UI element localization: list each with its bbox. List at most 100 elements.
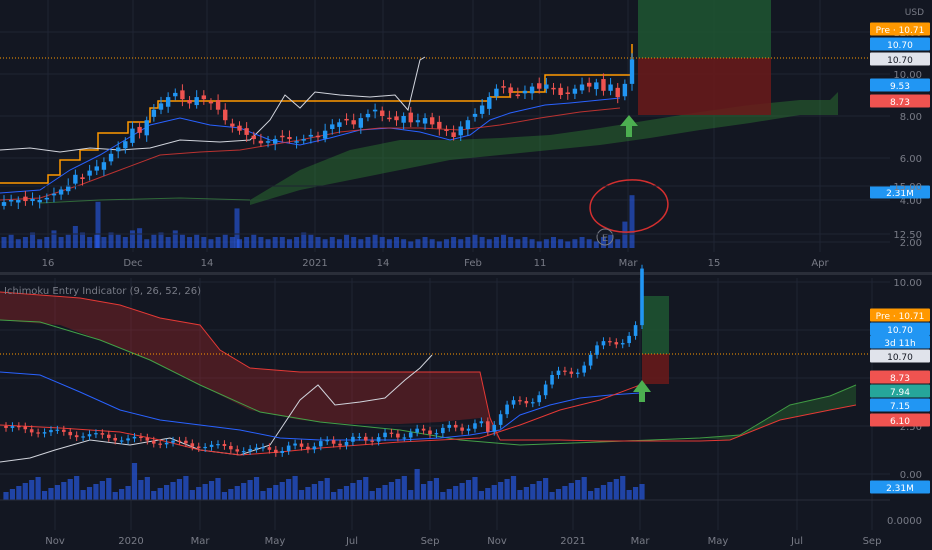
volume-bar	[568, 483, 574, 500]
volume-bar	[581, 477, 587, 500]
white-line	[0, 56, 426, 153]
volume-bar	[350, 483, 356, 500]
candle	[556, 370, 561, 375]
price-tag	[870, 413, 930, 427]
volume-bar	[451, 237, 457, 248]
candle	[444, 129, 449, 131]
volume-bar	[608, 234, 614, 248]
volume-bar	[446, 489, 452, 500]
candle	[274, 449, 278, 453]
candle	[447, 424, 452, 428]
volume-bar	[322, 239, 328, 248]
candle	[100, 433, 105, 435]
date-tick: Dec	[123, 258, 142, 269]
volume-bar	[626, 490, 632, 500]
candle	[10, 426, 15, 428]
volume-bar	[176, 479, 183, 500]
candle	[51, 193, 57, 196]
volume-bar	[8, 234, 14, 248]
volume-bar	[29, 480, 35, 500]
price-tag-label: 8.73	[890, 374, 910, 384]
candle	[151, 109, 157, 117]
cloud-area	[250, 92, 838, 205]
volume-tick: 0.0000	[887, 516, 922, 527]
candle	[422, 118, 428, 124]
panel-separator[interactable]	[0, 272, 932, 275]
volume-bar	[401, 476, 407, 500]
candle	[209, 444, 214, 447]
candle	[492, 424, 497, 432]
volume-bar	[112, 492, 118, 500]
candle	[215, 100, 221, 110]
orange-line	[0, 44, 633, 184]
volume-bar	[376, 488, 382, 500]
candle	[472, 113, 478, 117]
date-tick: Nov	[45, 536, 65, 547]
price-tick: 8.00	[900, 112, 922, 123]
candle	[387, 117, 392, 120]
candle	[87, 170, 92, 176]
top-candles	[1, 53, 635, 210]
volume-bar	[67, 479, 73, 500]
candle	[113, 437, 118, 441]
candle	[558, 87, 563, 95]
volume-bar	[244, 237, 250, 248]
candle	[171, 440, 175, 443]
candle	[180, 90, 185, 100]
volume-bar	[298, 490, 305, 500]
volume-bar	[543, 478, 549, 500]
top-date-axis[interactable]: 16 Dec 14 2021 14 Feb 11 Mar 15 Apr	[42, 258, 830, 269]
candle	[164, 442, 169, 445]
candle	[421, 428, 426, 431]
volume-bar	[151, 234, 157, 248]
price-tick: 6.00	[900, 154, 922, 165]
candle	[537, 83, 542, 89]
indicator-title[interactable]: Ichimoku Entry Indicator (9, 26, 52, 26)	[4, 286, 201, 297]
earnings-marker[interactable]	[596, 228, 614, 246]
candle	[453, 424, 458, 428]
candle	[190, 443, 195, 447]
candle	[8, 200, 14, 202]
candle	[487, 97, 492, 109]
volume-bar	[324, 478, 330, 500]
volume-bar	[202, 484, 208, 500]
date-tick: Sep	[421, 536, 440, 547]
candle	[396, 433, 400, 438]
candle	[551, 87, 556, 90]
volume-bar	[95, 201, 101, 248]
candle	[80, 177, 85, 179]
volume-bar	[279, 482, 285, 500]
volume-bar	[229, 237, 235, 248]
volume-bar	[164, 485, 170, 500]
candle	[194, 97, 199, 106]
candle	[4, 426, 8, 428]
volume-bar	[138, 480, 144, 500]
candle	[208, 101, 214, 104]
candle	[608, 341, 612, 343]
candle	[315, 135, 321, 138]
candle	[229, 445, 233, 450]
volume-bar	[498, 482, 504, 500]
bottom-up-arrow-icon	[633, 380, 651, 402]
volume-bar	[125, 486, 131, 500]
candle	[29, 429, 34, 433]
volume-bar	[436, 241, 442, 248]
candle	[222, 444, 227, 446]
volume-bar	[395, 479, 401, 500]
volume-bar	[258, 237, 264, 248]
candle	[633, 325, 638, 336]
volume-bar	[458, 239, 464, 248]
volume-bar	[491, 485, 497, 500]
volume-bar	[472, 234, 478, 248]
volume-bar	[221, 492, 228, 500]
candle	[524, 401, 529, 404]
price-tick: 0.00	[900, 470, 922, 481]
candle	[544, 84, 549, 89]
volume-bar	[208, 239, 214, 248]
price-tag	[870, 322, 930, 336]
volume-bar	[594, 488, 600, 500]
bottom-date-axis[interactable]: Nov 2020 Mar May Jul Sep Nov 2021 Mar May Jul Sep	[45, 536, 881, 547]
top-ichimoku-cloud	[39, 92, 838, 205]
candle	[460, 427, 464, 431]
candle	[344, 441, 349, 446]
